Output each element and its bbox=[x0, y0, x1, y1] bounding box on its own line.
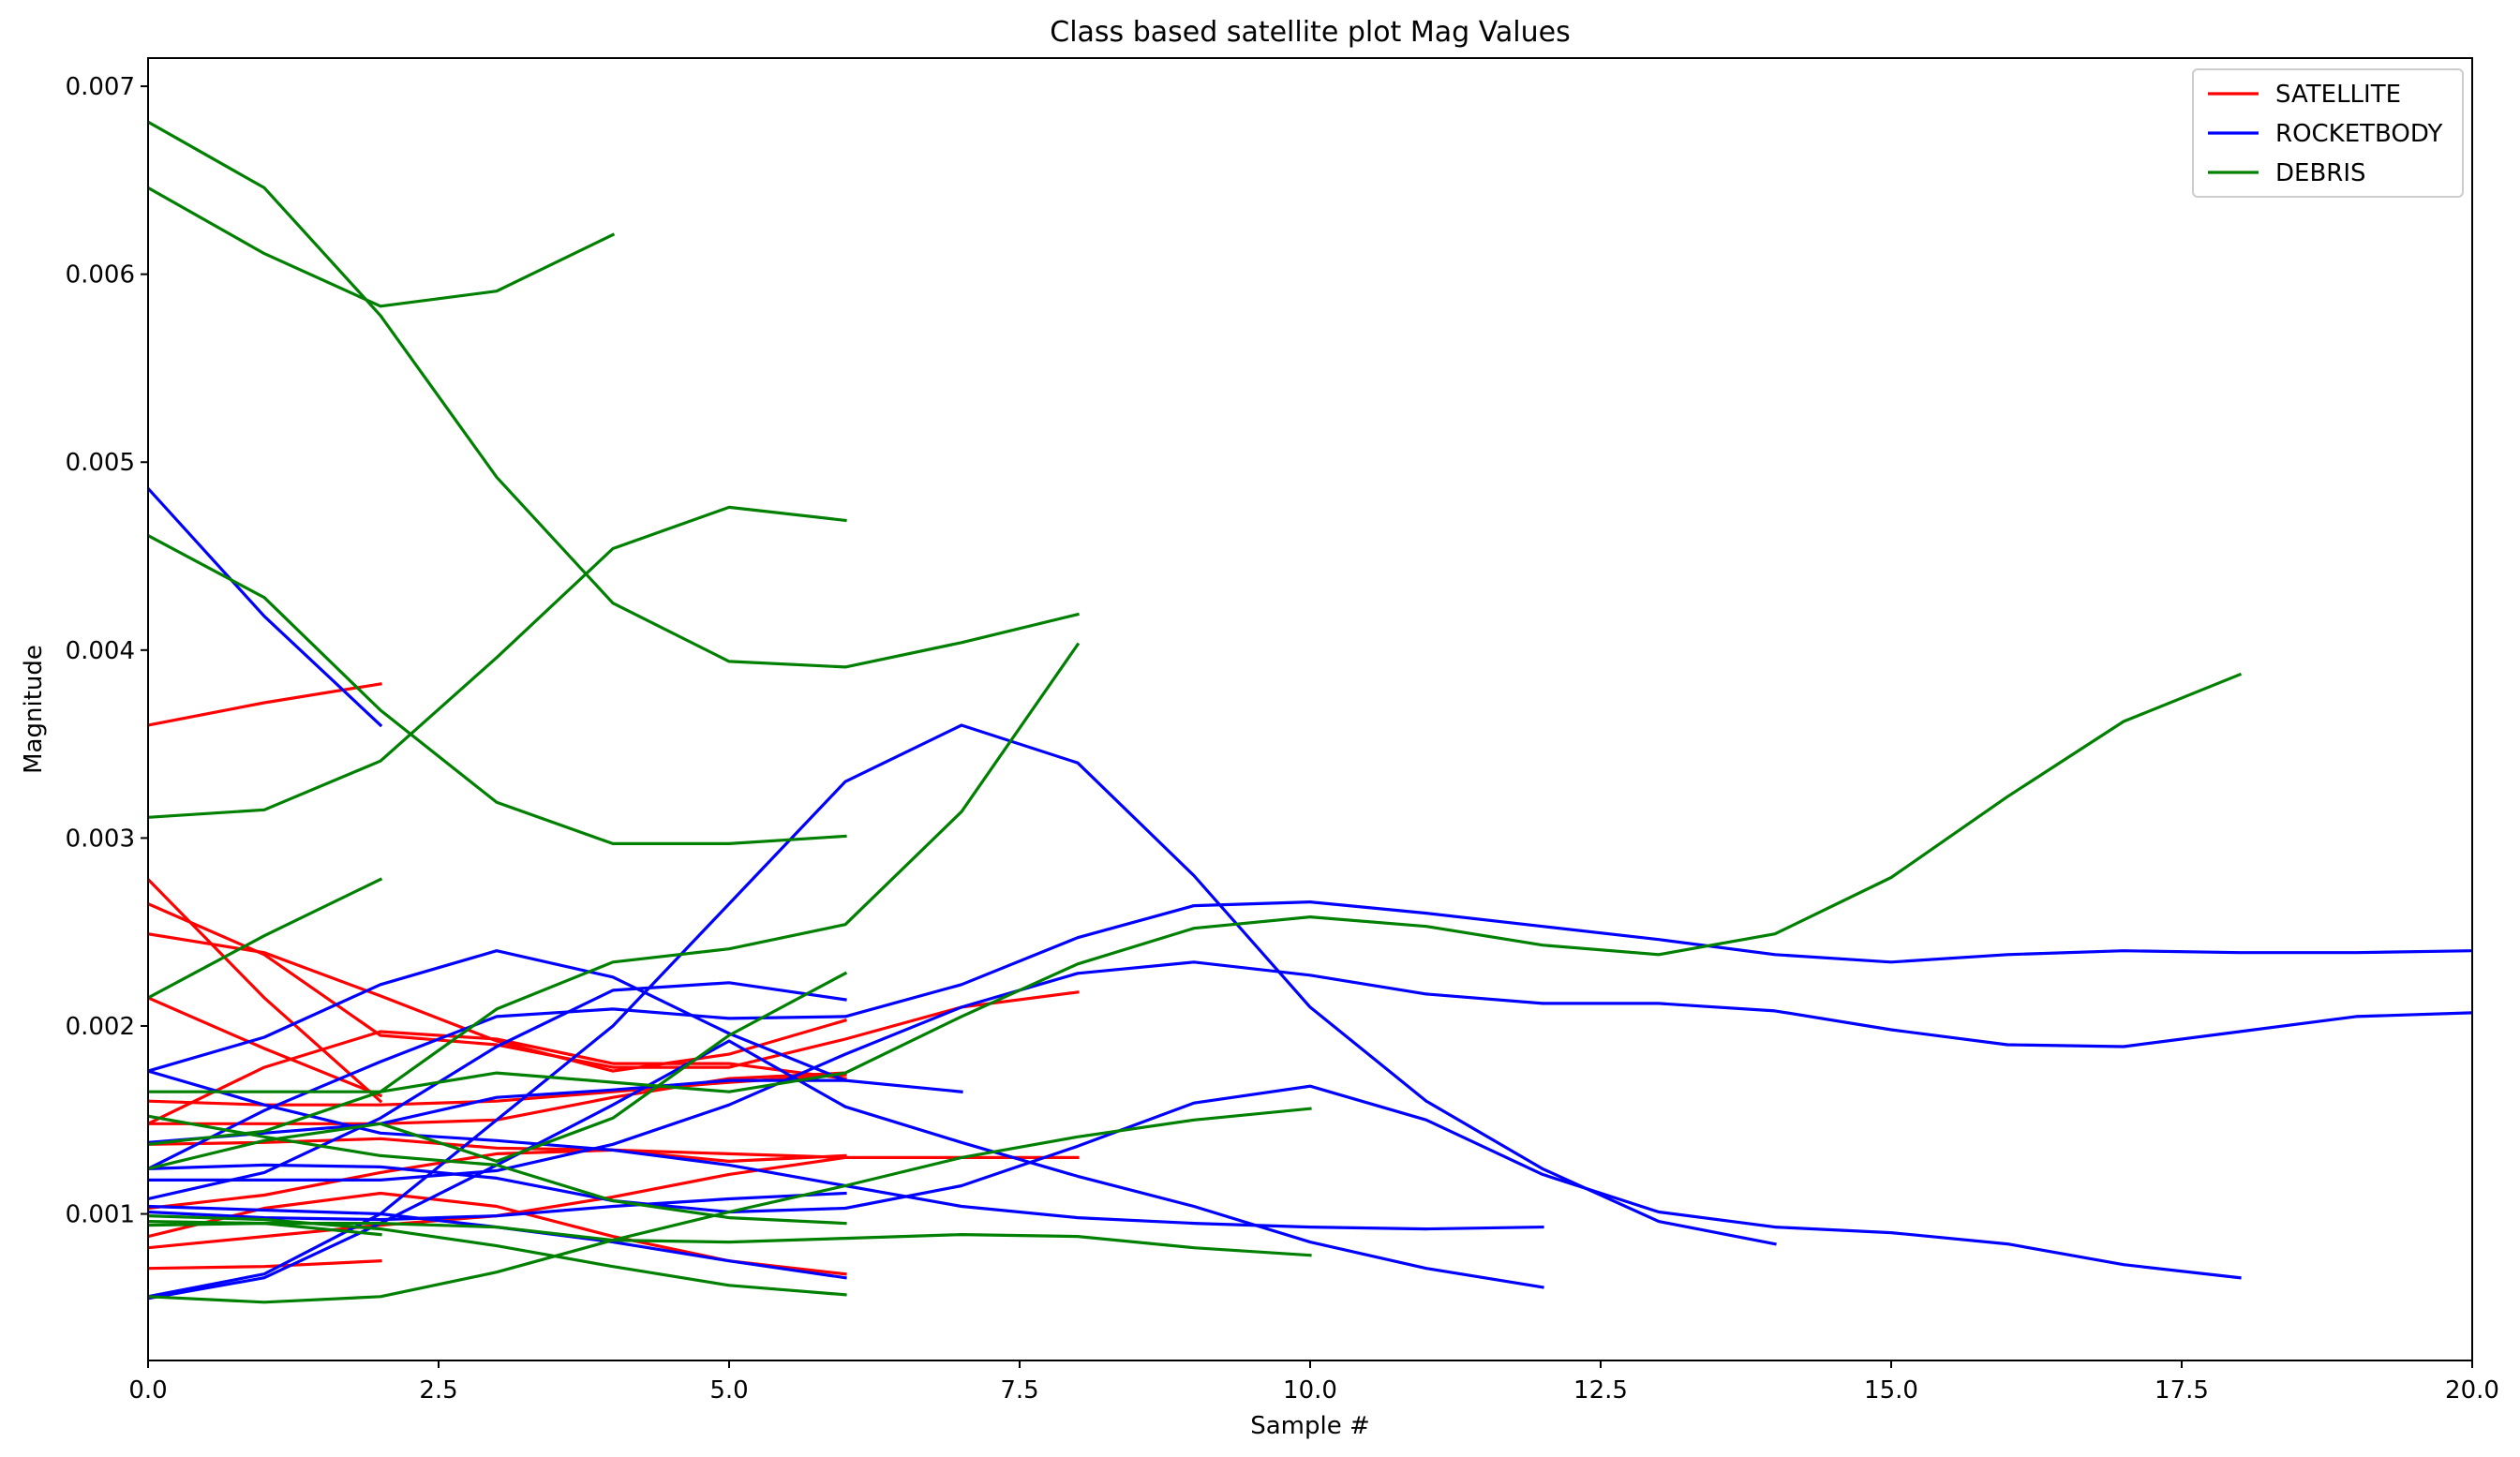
series-line-rocketbody-18 bbox=[148, 1078, 847, 1144]
y-tick-label: 0.007 bbox=[66, 73, 135, 101]
series-line-debris-32 bbox=[148, 642, 1081, 1146]
series-line-rocketbody-19 bbox=[148, 1084, 2242, 1280]
series-line-satellite-4 bbox=[148, 932, 847, 1073]
series-line-satellite-6 bbox=[148, 1030, 847, 1126]
y-tick-label: 0.001 bbox=[66, 1201, 135, 1229]
x-tick-label: 17.5 bbox=[2155, 1376, 2209, 1405]
y-tick-label: 0.003 bbox=[66, 825, 135, 853]
series-line-rocketbody-21 bbox=[148, 981, 847, 1201]
series-line-satellite-13 bbox=[148, 1259, 382, 1271]
y-axis-label: Magnitude bbox=[20, 645, 48, 774]
series-line-debris-38 bbox=[148, 1219, 1312, 1257]
x-axis-label: Sample # bbox=[1250, 1412, 1370, 1440]
legend-label-rocketbody: ROCKETBODY bbox=[2275, 120, 2442, 148]
chart-title: Class based satellite plot Mag Values bbox=[1050, 16, 1570, 49]
series-line-rocketbody-23 bbox=[148, 723, 1777, 1299]
series-line-rocketbody-16 bbox=[148, 899, 2472, 1171]
x-tick-label: 15.0 bbox=[1864, 1376, 1918, 1405]
series-line-satellite-2 bbox=[148, 877, 383, 1104]
legend-label-satellite: SATELLITE bbox=[2275, 81, 2401, 109]
series-line-debris-37 bbox=[148, 1107, 1312, 1304]
series-line-debris-30 bbox=[148, 877, 383, 1000]
y-tick-label: 0.002 bbox=[66, 1013, 135, 1041]
series-line-debris-31 bbox=[148, 672, 2243, 1093]
x-tick-label: 0.0 bbox=[128, 1376, 167, 1405]
legend-box bbox=[2192, 68, 2464, 198]
series-line-debris-26 bbox=[148, 120, 1080, 669]
legend: SATELLITE ROCKETBODY DEBRIS bbox=[2192, 68, 2464, 198]
x-tick-label: 2.5 bbox=[419, 1376, 457, 1405]
plot-series bbox=[148, 120, 2472, 1304]
series-line-debris-29 bbox=[148, 505, 847, 819]
series-line-satellite-10 bbox=[148, 1148, 847, 1211]
series-line-debris-34 bbox=[148, 971, 848, 1171]
x-axis-ticks: 0.0 2.5 5.0 7.5 10.0 12.5 15.0 17.5 20.0 bbox=[128, 1360, 2499, 1405]
series-line-debris-35 bbox=[148, 1213, 847, 1297]
x-tick-label: 5.0 bbox=[709, 1376, 748, 1405]
x-tick-label: 10.0 bbox=[1283, 1376, 1337, 1405]
y-tick-label: 0.005 bbox=[66, 449, 135, 477]
series-line-debris-27 bbox=[148, 186, 616, 308]
series-line-rocketbody-14 bbox=[148, 486, 383, 728]
x-tick-label: 20.0 bbox=[2445, 1376, 2499, 1405]
series-line-debris-28 bbox=[148, 533, 847, 846]
series-line-satellite-5 bbox=[148, 996, 383, 1098]
series-line-debris-33 bbox=[148, 1114, 847, 1226]
y-axis-ticks: 0.001 0.002 0.003 0.004 0.005 0.006 0.007 bbox=[66, 73, 148, 1229]
series-line-satellite-3 bbox=[148, 901, 1080, 1069]
series-line-rocketbody-25 bbox=[148, 1191, 847, 1222]
legend-label-debris: DEBRIS bbox=[2275, 159, 2366, 187]
x-tick-label: 12.5 bbox=[1573, 1376, 1628, 1405]
x-tick-label: 7.5 bbox=[1000, 1376, 1038, 1405]
y-tick-label: 0.006 bbox=[66, 261, 135, 290]
y-tick-label: 0.004 bbox=[66, 637, 135, 665]
series-line-rocketbody-15 bbox=[148, 949, 963, 1093]
series-line-rocketbody-20 bbox=[148, 960, 2472, 1182]
